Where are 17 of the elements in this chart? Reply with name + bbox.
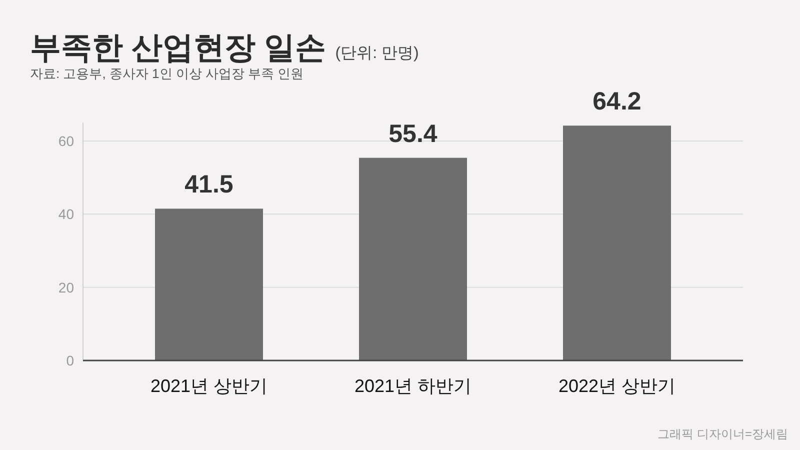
bar bbox=[359, 158, 467, 360]
text: 그래픽 디자이너=장세림 bbox=[658, 427, 788, 441]
chart-title: 부족한 산업현장 일손 bbox=[30, 30, 326, 65]
y-tick-label: 20 bbox=[58, 279, 74, 296]
bar bbox=[563, 126, 671, 360]
x-tick-label: 2022년 상반기 bbox=[558, 376, 676, 396]
data-label: 64.2 bbox=[592, 88, 642, 116]
data-label: 41.5 bbox=[184, 170, 234, 199]
y-tick-label: 60 bbox=[58, 132, 74, 149]
data-label: 55.4 bbox=[388, 120, 438, 148]
y-tick-label: 0 bbox=[66, 352, 74, 368]
x-tick-label: 2021년 상반기 bbox=[150, 376, 268, 396]
bar bbox=[155, 208, 263, 360]
text: 자료: 고용부, 종사자 1인 이상 사업장 부족 인원 bbox=[30, 66, 304, 81]
chart-subtitle: (단위: 만명) bbox=[335, 45, 419, 62]
x-tick-label: 2021년 하반기 bbox=[354, 376, 472, 396]
y-tick-label: 40 bbox=[58, 206, 74, 222]
